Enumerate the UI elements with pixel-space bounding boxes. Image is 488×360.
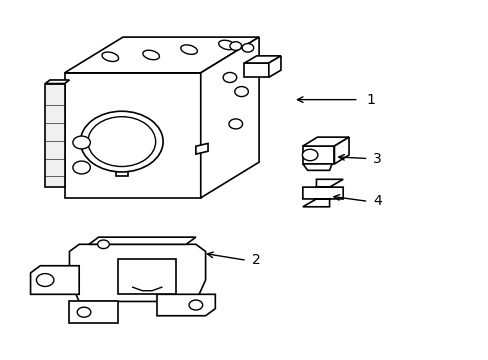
Circle shape [223, 72, 236, 82]
Polygon shape [64, 37, 259, 73]
Polygon shape [244, 63, 268, 77]
Polygon shape [268, 56, 281, 77]
Polygon shape [196, 143, 207, 154]
Polygon shape [334, 137, 348, 164]
Circle shape [81, 111, 163, 172]
Circle shape [73, 161, 90, 174]
Polygon shape [116, 164, 127, 176]
Polygon shape [201, 37, 259, 198]
Circle shape [302, 149, 317, 161]
Circle shape [242, 44, 253, 52]
Polygon shape [69, 244, 205, 301]
Circle shape [98, 240, 109, 249]
Polygon shape [118, 258, 176, 294]
Polygon shape [302, 137, 348, 146]
Circle shape [229, 42, 241, 50]
Polygon shape [302, 164, 331, 170]
Polygon shape [113, 160, 130, 164]
Text: 2: 2 [251, 253, 260, 267]
Ellipse shape [142, 50, 159, 60]
Polygon shape [157, 294, 215, 316]
Circle shape [36, 274, 54, 287]
Polygon shape [244, 56, 281, 63]
Text: 1: 1 [366, 93, 374, 107]
Polygon shape [302, 179, 343, 207]
Ellipse shape [181, 45, 197, 54]
Text: 4: 4 [372, 194, 381, 208]
Polygon shape [302, 146, 334, 164]
Circle shape [77, 307, 91, 317]
Polygon shape [45, 80, 69, 84]
Polygon shape [64, 73, 201, 198]
Circle shape [189, 300, 202, 310]
Text: 3: 3 [372, 152, 381, 166]
Polygon shape [30, 266, 79, 294]
Polygon shape [89, 237, 196, 244]
Circle shape [73, 136, 90, 149]
Polygon shape [45, 84, 64, 187]
Ellipse shape [218, 40, 235, 50]
Polygon shape [69, 301, 118, 323]
Ellipse shape [102, 52, 119, 62]
Circle shape [234, 87, 248, 96]
Circle shape [228, 119, 242, 129]
Circle shape [88, 117, 155, 166]
